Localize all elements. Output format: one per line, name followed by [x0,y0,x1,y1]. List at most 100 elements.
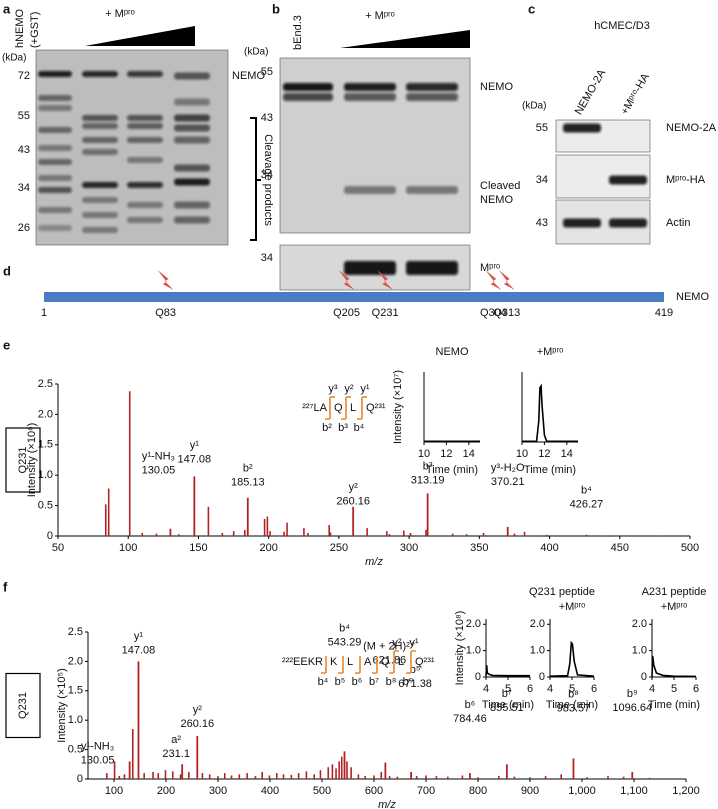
x-tick-label: 14 [463,448,475,460]
peptide-id: Q231 [17,692,29,719]
y-ion-label: y² [344,383,354,395]
peptide-residue: Q²³¹ [415,656,435,668]
fragment-bracket [341,396,351,420]
cleavage-site [157,270,174,290]
x-tick-label: 300 [209,785,227,797]
band [82,182,118,188]
band [344,261,396,275]
lane-label: NEMO-2A [573,67,609,117]
band [174,124,210,132]
y-tick-label: 0 [539,671,545,683]
ion-label: b² [243,463,253,475]
x-tick-label: 14 [561,448,573,460]
peptide-id-box [5,427,41,493]
ion-label: y³-H₂O [491,462,525,474]
x-axis-label: Time (min) [524,464,576,476]
ion-label: b³ [423,460,433,472]
band [563,123,601,133]
band [174,98,210,106]
x-tick-label: 5 [505,683,511,695]
y-tick-label: 1.5 [38,439,53,451]
b-ion-label: b⁷ [369,676,379,688]
band [38,145,72,151]
x-tick-label: 5 [569,683,575,695]
panel-letter: b [272,1,280,16]
band [38,225,72,231]
kda-marker: 34 [536,174,548,186]
axes [521,372,578,443]
lane-label: bEnd.3 [292,15,304,50]
x-tick-label: 250 [330,542,348,554]
x-axis-label: m/z [365,556,383,568]
y-tick-label: 0 [77,773,83,785]
band [127,182,163,188]
peptide-residue: A [364,656,372,668]
kda-marker: 55 [261,66,273,78]
x-axis-label: Time (min) [482,699,534,711]
band-label: Mᵖʳᵒ [480,262,500,274]
band [283,83,333,91]
band [406,83,458,91]
ion-label: b⁸ [568,688,579,700]
mz-label: 370.21 [491,476,525,488]
x-tick-label: 1,000 [568,785,596,797]
mz-label: 130.05 [142,465,176,477]
y-ion-label: y¹ [409,637,419,649]
y-tick-label: 2.5 [38,378,53,390]
x-tick-label: 800 [469,785,487,797]
band [344,186,396,194]
y-tick-label: 2.0 [530,618,545,630]
band [127,115,163,121]
y-ion-label: y¹ [360,383,370,395]
band [38,175,72,181]
y-tick-label: 1.0 [466,645,481,657]
x-tick-label: 200 [259,542,277,554]
band [609,175,647,185]
chromatogram-line [549,640,595,678]
chart-title: A231 peptide [642,586,707,598]
x-tick-label: 12 [440,448,452,460]
band [82,149,118,155]
fragment-bracket [321,656,327,674]
kda-marker: 72 [18,70,30,82]
y-tick-label: 0 [47,530,53,542]
x-tick-label: 1,200 [672,785,700,797]
x-tick-label: 400 [540,542,558,554]
band [38,159,72,165]
band [38,127,72,133]
x-tick-label: 4 [483,683,489,695]
chart-title: +Mᵖʳᵒ [537,346,564,358]
y-tick-label: 1.5 [68,685,83,697]
peptide-residue: Q²³¹ [366,402,386,414]
cleavage-site [498,270,515,290]
peptide-prefix: ²²²EEKR [282,656,323,668]
band-label: NEMO [480,81,513,93]
band [174,72,210,80]
band [344,83,396,91]
gradient-wedge [85,26,195,46]
peptide-id-box [5,672,41,739]
chromatogram-line [522,383,578,443]
x-tick-label: 12 [538,448,550,460]
x-tick-label: 900 [521,785,539,797]
x-tick-label: 1,100 [620,785,648,797]
y-axis-label: Intensity (×10⁷) [392,370,404,444]
x-tick-label: 50 [52,542,64,554]
treatment-label: + Mᵖʳᵒ [105,8,135,20]
site-label: Q205 [333,307,360,319]
band-label: Mᵖʳᵒ-HA [666,174,706,186]
site-label: Q231 [372,307,399,319]
fragment-bracket [389,650,399,674]
x-tick-label: 350 [470,542,488,554]
panel-letter: a [3,1,11,16]
kda-unit: (kDa) [2,53,26,64]
band [174,201,210,209]
ion-label: b⁶ [465,699,476,711]
mz-label: 313.19 [411,474,445,486]
band [38,71,72,77]
mz-label: 1096.64 [612,702,652,714]
band [563,218,601,228]
mz-label: 621.86 [373,654,407,666]
peptide-id: Q231 [17,447,29,474]
